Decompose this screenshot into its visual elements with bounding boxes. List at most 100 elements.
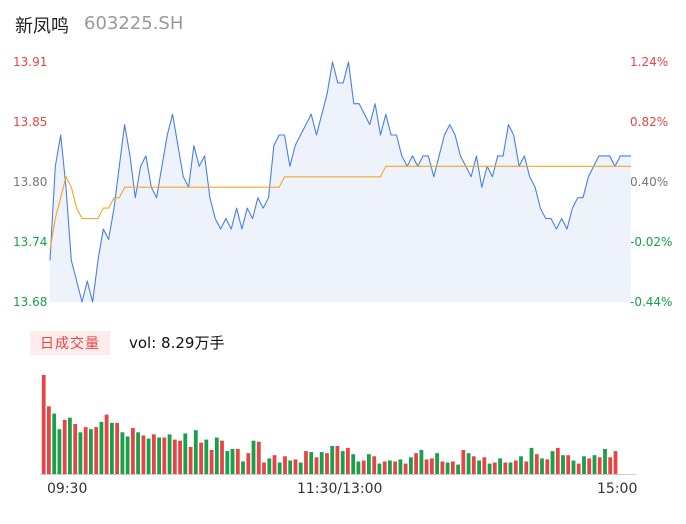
volume-bar	[209, 450, 214, 474]
volume-bar	[157, 437, 161, 474]
volume-bar	[403, 463, 408, 474]
volume-bar	[204, 439, 209, 474]
y-tick-left: 13.85	[13, 115, 48, 129]
volume-bar	[99, 421, 104, 474]
volume-bar	[482, 457, 487, 474]
volume-bar	[115, 422, 119, 474]
volume-bar	[414, 453, 418, 474]
y-tick-right: -0.02%	[630, 235, 673, 249]
volume-bar	[592, 455, 597, 474]
volume-bar	[309, 452, 314, 474]
volume-bar	[382, 461, 387, 474]
volume-bar	[188, 446, 193, 474]
volume-bar	[298, 462, 303, 474]
volume-bar	[582, 456, 586, 474]
volume-bar	[597, 457, 602, 474]
volume-bar	[78, 432, 83, 474]
volume-bar	[319, 452, 324, 474]
volume-bar	[162, 437, 167, 474]
volume-bar	[131, 428, 135, 474]
x-tick-open: 09:30	[47, 481, 88, 497]
volume-bar	[330, 445, 335, 474]
volume-bar	[388, 460, 392, 474]
volume-bar	[277, 462, 282, 474]
volume-bar	[41, 375, 46, 474]
y-tick-right: -0.44%	[630, 295, 673, 309]
volume-bar	[136, 432, 140, 474]
volume-bar	[419, 450, 424, 474]
stock-name: 新凤鸣	[15, 16, 69, 37]
volume-bar	[193, 430, 198, 474]
volume-bar	[62, 419, 67, 474]
volume-bar	[498, 458, 502, 474]
volume-bar	[503, 462, 508, 474]
y-tick-right: 0.82%	[630, 115, 669, 129]
volume-bar	[183, 433, 188, 474]
volume-bar	[450, 461, 455, 474]
volume-bar	[68, 417, 72, 474]
volume-bar	[372, 456, 377, 474]
volume-bar	[603, 449, 607, 474]
volume-bar	[445, 462, 450, 474]
price-area	[50, 62, 631, 302]
x-tick-close: 15:00	[597, 481, 638, 497]
y-tick-left: 13.80	[13, 175, 48, 189]
volume-bar	[335, 445, 340, 474]
volume-bar	[246, 453, 251, 474]
volume-bar	[346, 447, 350, 474]
volume-bar	[435, 453, 439, 474]
volume-bar	[152, 434, 156, 474]
volume-bar	[377, 463, 382, 474]
volume-bar	[47, 406, 51, 474]
volume-badge: 日成交量	[30, 331, 110, 355]
volume-bar	[529, 447, 534, 474]
volume-bar	[461, 450, 466, 474]
volume-bar	[251, 440, 256, 474]
volume-bar	[225, 451, 230, 474]
volume-bar	[146, 438, 151, 474]
volume-bar	[104, 414, 109, 474]
volume-bar	[178, 440, 182, 474]
volume-bar	[492, 462, 497, 474]
volume-bar	[566, 455, 571, 474]
volume-bar	[561, 455, 565, 474]
volume-bar	[73, 424, 78, 474]
y-tick-left: 13.91	[13, 55, 48, 69]
volume-bar	[57, 429, 62, 474]
volume-bar	[571, 460, 576, 474]
volume-bar	[393, 461, 397, 474]
volume-bar	[513, 460, 518, 474]
volume-bar	[230, 449, 235, 474]
volume-bar	[356, 461, 361, 474]
volume-bar	[613, 451, 618, 474]
volume-bar	[361, 460, 366, 474]
volume-bar	[262, 462, 266, 474]
volume-bar	[477, 460, 481, 474]
volume-readout: vol: 8.29万手	[129, 334, 225, 352]
volume-bar	[83, 427, 88, 474]
volume-bar	[534, 454, 539, 474]
volume-bar	[424, 459, 429, 474]
volume-bar	[519, 456, 523, 474]
volume-bar	[199, 442, 203, 474]
volume-bar	[256, 441, 261, 474]
volume-bar	[440, 461, 445, 474]
volume-bar	[167, 434, 172, 474]
volume-bar	[283, 456, 287, 474]
volume-bar	[456, 464, 460, 474]
volume-bar	[430, 458, 434, 474]
volume-bar	[314, 457, 319, 474]
volume-bar	[576, 463, 581, 474]
volume-bar	[125, 436, 130, 474]
volume-bar	[141, 435, 146, 474]
price-line	[49, 61, 631, 303]
volume-bar	[325, 453, 329, 474]
volume-bar	[409, 457, 413, 474]
volume-bar	[94, 427, 99, 474]
volume-bar	[608, 457, 613, 474]
volume-bar	[466, 453, 471, 474]
volume-bar	[524, 461, 529, 474]
volume-bar	[220, 440, 224, 474]
volume-bar	[471, 456, 476, 474]
volume-bar	[120, 432, 125, 474]
